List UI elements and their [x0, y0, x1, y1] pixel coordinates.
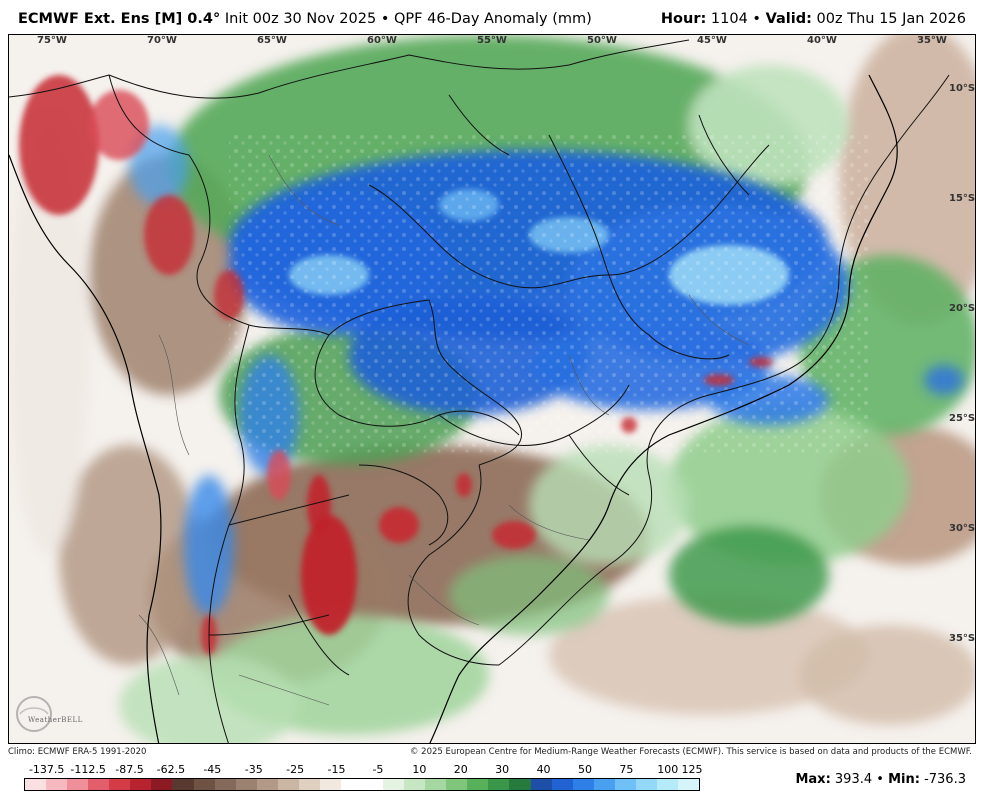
legend-swatch: [25, 779, 47, 790]
legend-swatch: [256, 779, 278, 790]
valid-time-info: Hour: 1104 • Valid: 00z Thu 15 Jan 2026: [661, 11, 966, 27]
legend-label: -87.5: [115, 763, 144, 776]
longitude-label: 50°W: [587, 35, 617, 46]
legend-swatch: [425, 779, 447, 790]
max-label: Max:: [795, 772, 831, 787]
legend-label: -25: [286, 763, 305, 776]
legend-swatch: [109, 779, 131, 790]
color-legend: -137.5 -112.5 -87.5 -62.5 -45 -35 -25 -15 -5 10 20…: [24, 763, 703, 791]
latitude-label: 15°S: [949, 193, 976, 204]
latitude-label: 10°S: [949, 83, 976, 94]
legend-swatch: [614, 779, 636, 790]
min-label: Min:: [888, 772, 920, 787]
longitude-label: 70°W: [147, 35, 177, 46]
legend-swatch: [362, 779, 384, 790]
longitude-label: 75°W: [37, 35, 67, 46]
legend-label: -137.5: [28, 763, 65, 776]
map-title: ECMWF Ext. Ens [M] 0.4° Init 00z 30 Nov …: [18, 11, 592, 27]
legend-label: -35: [244, 763, 263, 776]
stats-separator: •: [876, 772, 884, 787]
legend-swatch: [509, 779, 531, 790]
title-separator: •: [380, 11, 390, 27]
max-value: 393.4: [834, 772, 873, 787]
legend-label: 75: [619, 763, 634, 776]
copyright-note: © 2025 European Centre for Medium-Range …: [409, 747, 972, 757]
legend-swatch: [572, 779, 594, 790]
legend-label: 10: [412, 763, 427, 776]
legend-label: -45: [203, 763, 222, 776]
atlantic-coastline: [429, 74, 898, 743]
legend-swatch: [635, 779, 657, 790]
map-canvas: [9, 35, 975, 743]
legend-label: 100: [657, 763, 679, 776]
longitude-label: 35°W: [917, 35, 947, 46]
legend-label: 125: [681, 763, 703, 776]
legend-label: 50: [577, 763, 592, 776]
model-name: ECMWF Ext. Ens [M] 0.4°: [18, 11, 221, 27]
legend-swatch: [214, 779, 236, 790]
very-dry-spots: [19, 75, 773, 655]
pacific-coastline: [9, 154, 162, 743]
longitude-label: 40°W: [807, 35, 837, 46]
hour-label: Hour:: [660, 11, 707, 27]
state-borders: [138, 154, 750, 706]
climo-note: Climo: ECMWF ERA-5 1991-2020: [8, 747, 147, 757]
latitude-label: 35°S: [949, 633, 976, 644]
valid-value: 00z Thu 15 Jan 2026: [816, 11, 966, 27]
longitude-label: 55°W: [477, 35, 507, 46]
legend-swatch: [151, 779, 173, 790]
product-name: QPF 46-Day Anomaly (mm): [393, 11, 592, 27]
hour-value: 1104: [710, 11, 748, 27]
init-time: Init 00z 30 Nov 2025: [224, 11, 377, 27]
max-min-stats: Max: 393.4 • Min: -736.3: [795, 772, 966, 787]
anomaly-map: 75°W 70°W 65°W 60°W 55°W 50°W 45°W 40°W …: [8, 34, 976, 744]
valid-separator: •: [752, 11, 761, 27]
legend-swatch: [172, 779, 194, 790]
latitude-label: 30°S: [949, 523, 976, 534]
legend-swatch: [446, 779, 468, 790]
legend-swatch: [404, 779, 426, 790]
legend-swatch: [593, 779, 615, 790]
legend-swatch: [319, 779, 341, 790]
legend-swatch: [340, 779, 362, 790]
legend-swatch: [88, 779, 110, 790]
valid-label: Valid:: [765, 11, 812, 27]
legend-swatch: [46, 779, 68, 790]
longitude-label: 45°W: [697, 35, 727, 46]
legend-swatch: [551, 779, 573, 790]
legend-swatch: [130, 779, 152, 790]
legend-label: -62.5: [156, 763, 186, 776]
legend-swatch: [67, 779, 89, 790]
min-value: -736.3: [924, 772, 966, 787]
legend-label: -5: [372, 763, 384, 776]
legend-label: 20: [453, 763, 468, 776]
legend-swatch: [656, 779, 678, 790]
latitude-label: 25°S: [949, 413, 976, 424]
texture-overlay: [229, 135, 869, 455]
legend-label: 40: [536, 763, 551, 776]
legend-labels: -137.5 -112.5 -87.5 -62.5 -45 -35 -25 -15 -5 10 20…: [24, 763, 703, 777]
legend-label: -112.5: [70, 763, 106, 776]
latitude-label: 20°S: [949, 303, 976, 314]
longitude-label: 65°W: [257, 35, 287, 46]
legend-swatch: [235, 779, 257, 790]
political-borders: [9, 39, 950, 743]
legend-label: -15: [327, 763, 346, 776]
watermark-text: WeatherBELL: [28, 716, 83, 724]
legend-swatch: [298, 779, 320, 790]
legend-swatch: [488, 779, 510, 790]
longitude-label: 60°W: [367, 35, 397, 46]
legend-swatch: [530, 779, 552, 790]
title-bar: ECMWF Ext. Ens [M] 0.4° Init 00z 30 Nov …: [0, 0, 984, 34]
legend-swatch: [467, 779, 489, 790]
legend-swatch: [193, 779, 215, 790]
legend-swatch: [677, 779, 699, 790]
weatherbell-logo: [16, 696, 52, 732]
legend-swatch: [383, 779, 405, 790]
legend-label: 30: [495, 763, 510, 776]
legend-color-bar: [24, 778, 700, 791]
legend-swatch: [277, 779, 299, 790]
